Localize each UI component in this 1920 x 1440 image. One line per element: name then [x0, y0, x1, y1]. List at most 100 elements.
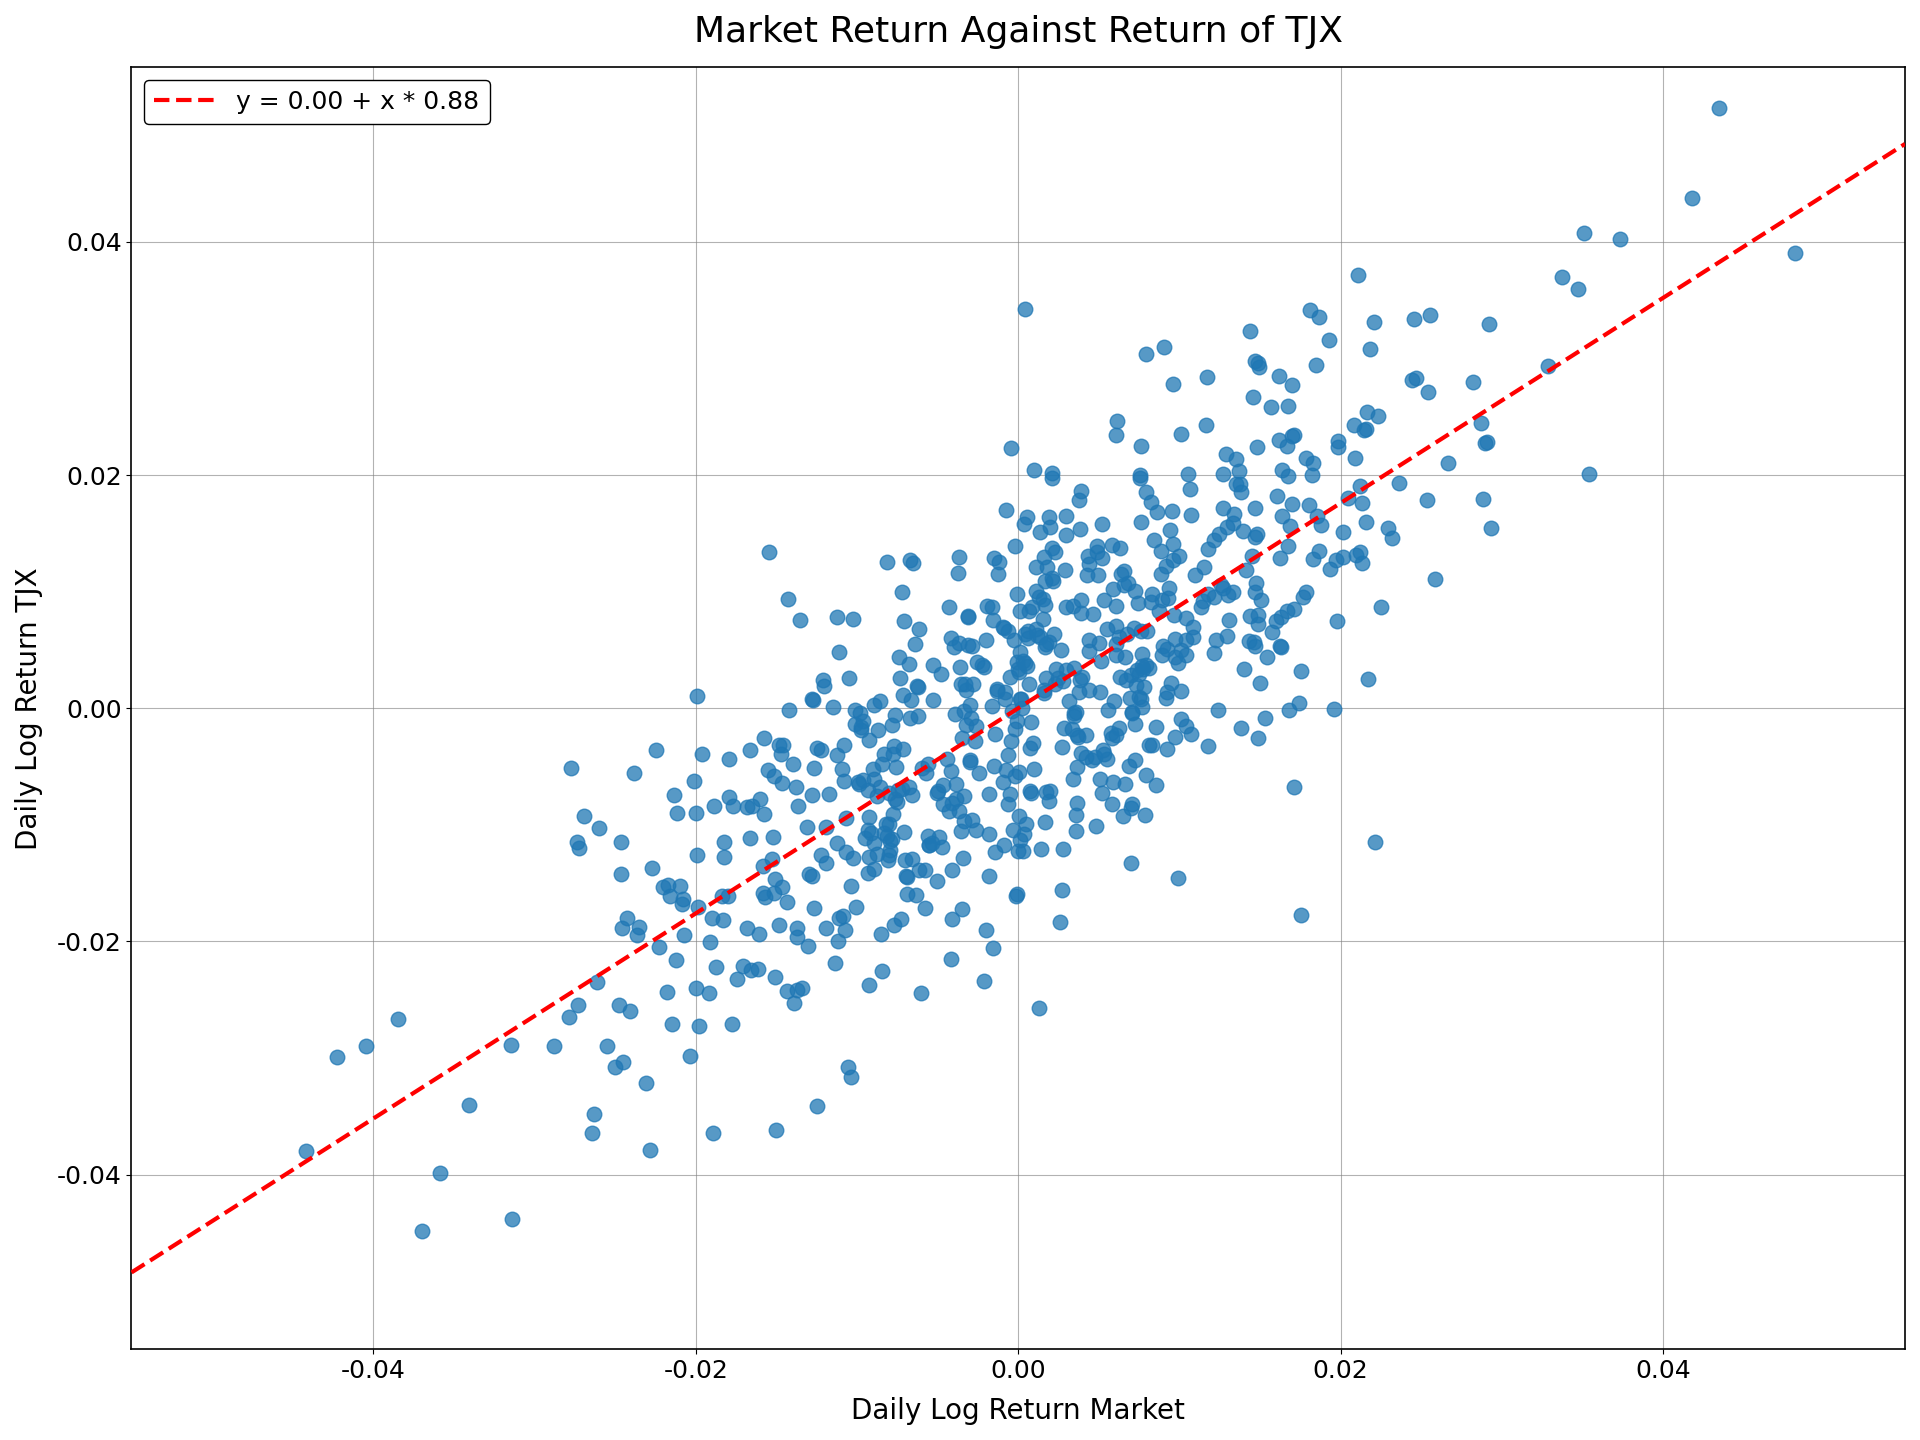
Title: Market Return Against Return of TJX: Market Return Against Return of TJX [693, 14, 1342, 49]
Point [900, 634, 931, 657]
Point [1236, 544, 1267, 567]
Point [1346, 491, 1377, 514]
Point [1140, 716, 1171, 739]
Point [1071, 544, 1102, 567]
Point [1469, 431, 1500, 454]
Point [864, 690, 895, 713]
Point [839, 698, 870, 721]
Point [1271, 433, 1302, 456]
Point [866, 960, 897, 984]
Point [814, 782, 845, 805]
Point [922, 782, 952, 805]
Point [1365, 596, 1396, 619]
Point [1354, 668, 1384, 691]
Point [881, 791, 912, 814]
Point [1279, 423, 1309, 446]
Point [605, 831, 636, 854]
Point [766, 772, 797, 795]
Point [887, 737, 918, 760]
Point [937, 858, 968, 881]
Point [1352, 400, 1382, 423]
Point [1129, 675, 1160, 698]
Point [1058, 595, 1089, 618]
Point [866, 923, 897, 946]
Point [1150, 687, 1181, 710]
Point [1676, 187, 1707, 210]
Point [1125, 619, 1156, 642]
Point [1125, 467, 1156, 490]
Point [1235, 320, 1265, 343]
Point [737, 795, 768, 818]
Point [785, 609, 816, 632]
Point [1223, 459, 1254, 482]
Point [797, 783, 828, 806]
Point [1002, 883, 1033, 906]
Point [1190, 413, 1221, 436]
Point [839, 713, 870, 736]
Point [753, 757, 783, 780]
Point [768, 733, 799, 756]
Point [1127, 642, 1158, 665]
Point [1146, 563, 1177, 586]
Point [349, 1035, 380, 1058]
Point [1010, 622, 1041, 645]
Point [1373, 516, 1404, 539]
Point [1263, 429, 1294, 452]
Point [862, 842, 893, 865]
Point [1033, 631, 1064, 654]
Point [1705, 96, 1736, 120]
Point [708, 831, 739, 854]
Point [1242, 523, 1273, 546]
Point [1110, 573, 1140, 596]
Point [636, 857, 666, 880]
Point [1127, 657, 1158, 680]
Point [993, 619, 1023, 642]
Point [1175, 503, 1206, 526]
Point [1104, 665, 1135, 688]
Point [872, 848, 902, 871]
Point [1037, 569, 1068, 592]
Point [1046, 878, 1077, 901]
Point [983, 550, 1014, 573]
Point [1116, 796, 1146, 819]
Point [1225, 472, 1256, 495]
Point [822, 929, 852, 952]
Point [914, 834, 945, 857]
Point [1279, 598, 1309, 621]
Point [1012, 505, 1043, 528]
Point [877, 743, 908, 766]
Point [1027, 588, 1058, 611]
Point [1175, 723, 1206, 746]
Point [1267, 505, 1298, 528]
Point [1198, 585, 1229, 608]
Point [1096, 533, 1127, 556]
Point [996, 818, 1027, 841]
Point [879, 734, 910, 757]
Point [837, 608, 868, 631]
Point [1156, 671, 1187, 694]
Point [983, 680, 1014, 703]
Point [1100, 723, 1131, 746]
Point [659, 783, 689, 806]
Point [1031, 632, 1062, 655]
Point [758, 965, 789, 988]
Point [973, 783, 1004, 806]
Point [1112, 668, 1142, 691]
Point [910, 897, 941, 920]
Point [935, 595, 966, 618]
Point [885, 907, 916, 930]
Point [912, 825, 943, 848]
Point [847, 719, 877, 742]
Point [781, 776, 812, 799]
Point [743, 958, 774, 981]
Point [1457, 372, 1488, 395]
Point [1204, 523, 1235, 546]
Point [902, 704, 933, 727]
Point [666, 893, 697, 916]
Point [1046, 736, 1077, 759]
Point [1066, 588, 1096, 611]
Point [1077, 603, 1108, 626]
Point [983, 563, 1014, 586]
Point [1137, 582, 1167, 605]
Point [1008, 513, 1039, 536]
